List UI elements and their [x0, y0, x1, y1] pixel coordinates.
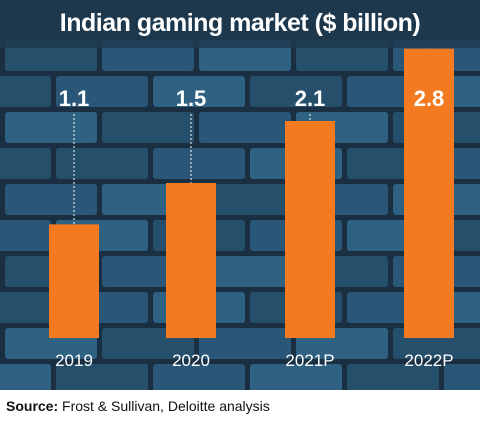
x-tick-label: 2019	[55, 351, 93, 370]
data-label: 1.5	[176, 86, 207, 111]
chart-title: Indian gaming market ($ billion)	[59, 9, 421, 37]
bar-2021P	[285, 121, 335, 338]
data-label: 1.1	[59, 86, 90, 111]
bar-2020	[166, 183, 216, 338]
bar-2019	[49, 224, 99, 338]
source-label: Source:	[6, 398, 59, 414]
source-text: Frost & Sullivan, Deloitte analysis	[62, 398, 270, 414]
bar-chart: 1.1 2019 1.5 2020 2.1 2021P 2.8 2022P	[49, 48, 454, 370]
bar-2022P	[404, 48, 454, 339]
x-tick-label: 2020	[172, 351, 210, 370]
data-label: 2.1	[295, 86, 326, 111]
source-bar: Source: Frost & Sullivan, Deloitte analy…	[0, 390, 480, 423]
data-label: 2.8	[414, 86, 445, 111]
x-tick-label: 2021P	[285, 351, 334, 370]
x-tick-label: 2022P	[404, 351, 453, 370]
